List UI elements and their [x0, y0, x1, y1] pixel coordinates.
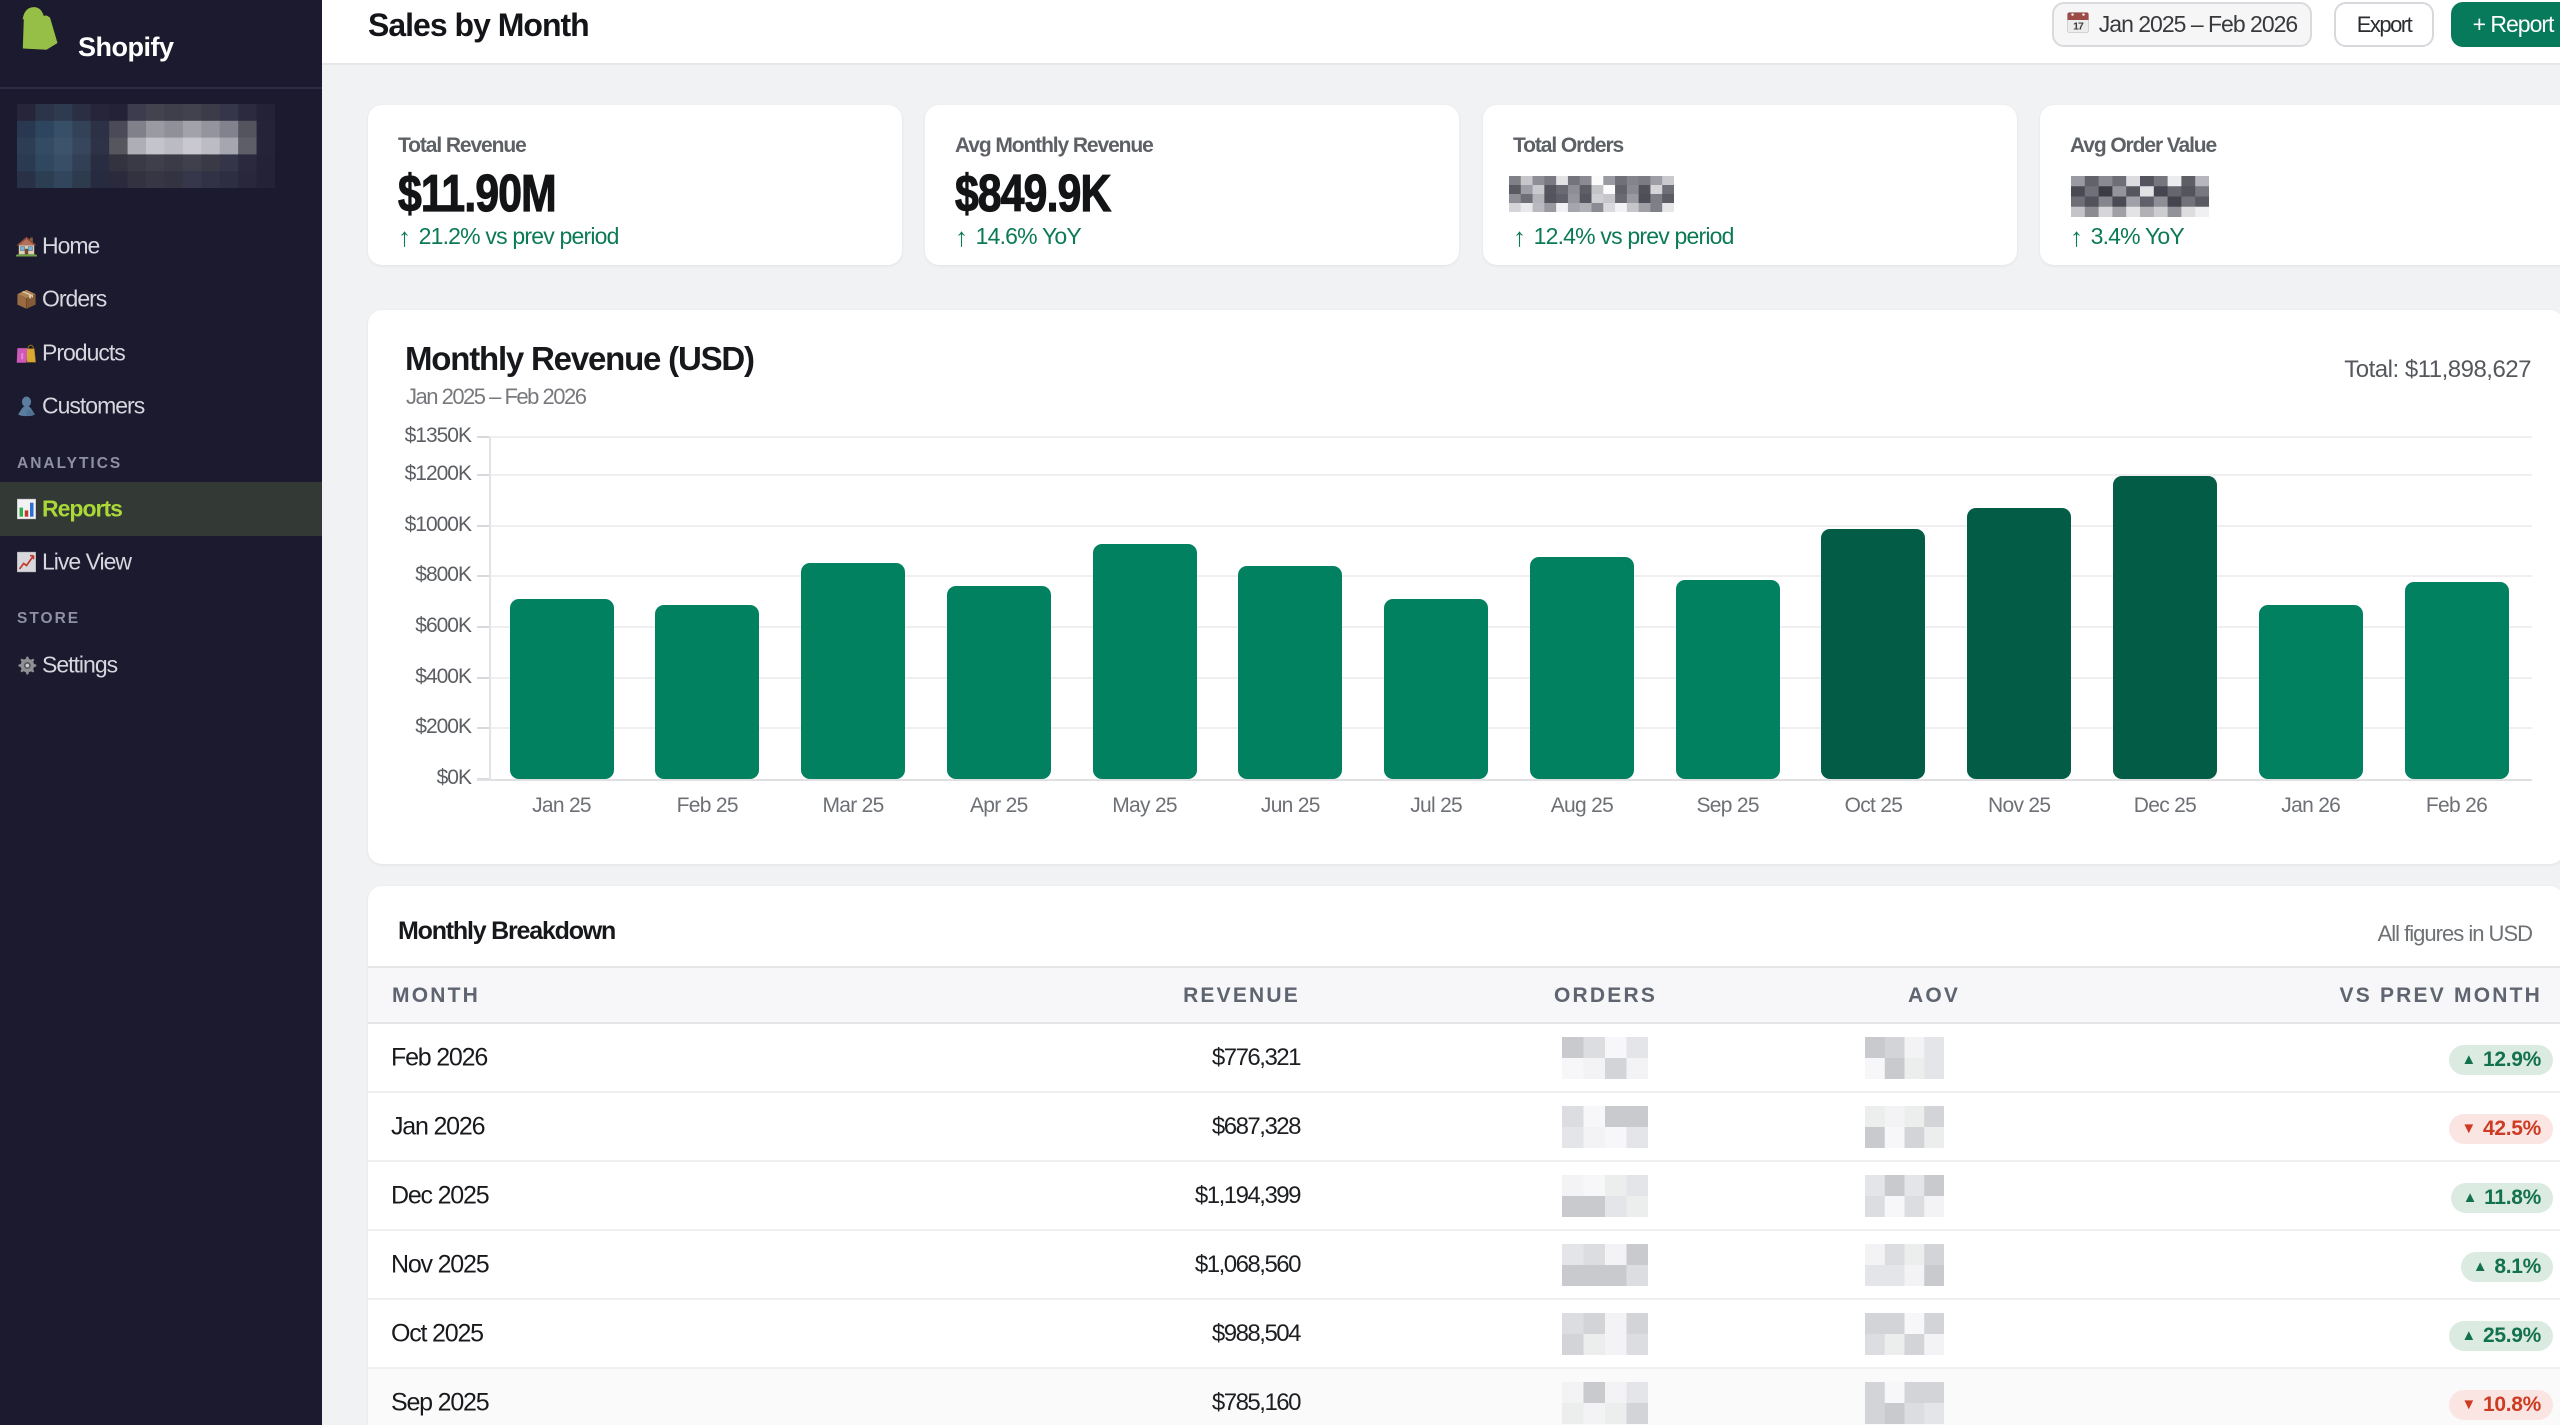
svg-text:17: 17	[2073, 20, 2084, 32]
